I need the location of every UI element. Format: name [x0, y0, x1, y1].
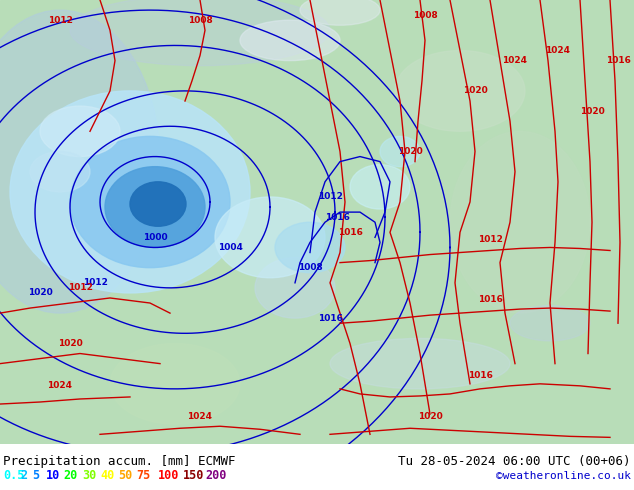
Text: 1020: 1020 [28, 289, 53, 297]
Text: 50: 50 [118, 469, 133, 482]
Ellipse shape [240, 20, 340, 61]
Text: 5: 5 [32, 469, 39, 482]
Text: 1024: 1024 [545, 46, 571, 55]
Text: 1020: 1020 [579, 107, 604, 116]
Ellipse shape [130, 182, 186, 226]
Text: 1012: 1012 [48, 16, 72, 24]
Text: Precipitation accum. [mm] ECMWF: Precipitation accum. [mm] ECMWF [3, 455, 235, 468]
Text: 1016: 1016 [318, 314, 342, 323]
Text: 1024: 1024 [188, 412, 212, 420]
Ellipse shape [300, 0, 380, 25]
Text: 1012: 1012 [318, 193, 342, 201]
Text: 1000: 1000 [143, 233, 167, 242]
Text: 1012: 1012 [68, 283, 93, 293]
Text: 75: 75 [136, 469, 150, 482]
Ellipse shape [40, 106, 120, 157]
Ellipse shape [105, 167, 205, 247]
Text: 1020: 1020 [58, 339, 82, 348]
Ellipse shape [395, 50, 525, 131]
Text: 1004: 1004 [217, 243, 242, 252]
Text: 1016: 1016 [605, 56, 630, 65]
Ellipse shape [0, 10, 160, 313]
Text: 100: 100 [158, 469, 179, 482]
Ellipse shape [255, 258, 335, 318]
Text: 1016: 1016 [477, 295, 502, 304]
Ellipse shape [70, 0, 330, 66]
Text: 2: 2 [20, 469, 27, 482]
Ellipse shape [380, 136, 420, 167]
Text: Tu 28-05-2024 06:00 UTC (00+06): Tu 28-05-2024 06:00 UTC (00+06) [399, 455, 631, 468]
Text: 1016: 1016 [467, 371, 493, 380]
Text: 1016: 1016 [337, 228, 363, 237]
Text: 1020: 1020 [398, 147, 422, 156]
Text: 1012: 1012 [82, 278, 107, 287]
Ellipse shape [450, 131, 590, 313]
Ellipse shape [350, 165, 410, 209]
Text: 10: 10 [46, 469, 60, 482]
Ellipse shape [10, 91, 250, 293]
Text: 1008: 1008 [188, 16, 212, 24]
Text: 1008: 1008 [297, 263, 322, 272]
Ellipse shape [330, 339, 510, 389]
Ellipse shape [510, 306, 590, 341]
Ellipse shape [70, 136, 230, 268]
Text: 1012: 1012 [477, 235, 502, 244]
Ellipse shape [215, 197, 325, 278]
Text: 1008: 1008 [413, 11, 437, 20]
Text: 200: 200 [205, 469, 226, 482]
Text: 40: 40 [100, 469, 114, 482]
Text: 150: 150 [183, 469, 204, 482]
Text: 1020: 1020 [463, 86, 488, 96]
Text: 1024: 1024 [503, 56, 527, 65]
Ellipse shape [275, 222, 345, 273]
Ellipse shape [30, 151, 90, 192]
Text: 30: 30 [82, 469, 96, 482]
Text: 1016: 1016 [325, 213, 349, 221]
Text: ©weatheronline.co.uk: ©weatheronline.co.uk [496, 470, 631, 481]
Text: 1020: 1020 [418, 412, 443, 420]
Text: 0.5: 0.5 [3, 469, 24, 482]
Ellipse shape [110, 343, 240, 424]
Text: 1024: 1024 [48, 381, 72, 391]
Text: 20: 20 [63, 469, 77, 482]
